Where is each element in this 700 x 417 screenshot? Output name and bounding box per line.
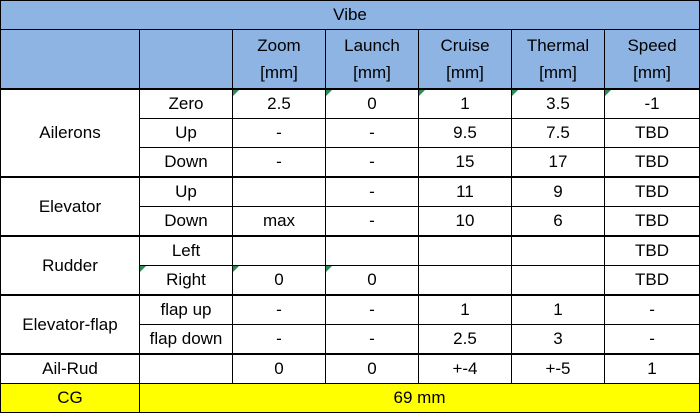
- table-cell[interactable]: -: [232, 294, 326, 325]
- header-launch[interactable]: Launch [mm]: [325, 29, 419, 90]
- sub-label[interactable]: Left: [139, 235, 233, 266]
- table-cell[interactable]: -: [603, 294, 700, 325]
- table-cell[interactable]: 3.5: [511, 88, 605, 119]
- table-cell[interactable]: 10: [418, 206, 512, 237]
- table-cell[interactable]: TBD: [603, 235, 700, 266]
- header-unit: [mm]: [353, 63, 391, 82]
- header-cell-blank[interactable]: [0, 29, 140, 90]
- table-cell[interactable]: +-5: [511, 353, 605, 384]
- group-elevator-flap[interactable]: Elevator-flap: [0, 294, 140, 355]
- comment-marker-icon: [605, 90, 611, 96]
- table-cell[interactable]: -1: [603, 88, 700, 119]
- table-cell[interactable]: -: [325, 294, 419, 325]
- header-zoom[interactable]: Zoom [mm]: [232, 29, 326, 90]
- table-cell[interactable]: 9.5: [418, 118, 512, 148]
- header-name: Zoom: [257, 36, 301, 55]
- table-cell[interactable]: max: [232, 206, 326, 237]
- table-cell[interactable]: 1: [418, 294, 512, 325]
- table-title[interactable]: Vibe: [0, 0, 700, 30]
- sub-label[interactable]: Right: [139, 265, 233, 296]
- comment-marker-icon: [326, 266, 332, 272]
- table-cell[interactable]: -: [325, 118, 419, 148]
- table-cell[interactable]: 17: [511, 147, 605, 178]
- table-cell[interactable]: 0: [325, 265, 419, 296]
- table-cell[interactable]: 0: [232, 353, 326, 384]
- comment-marker-icon: [233, 90, 239, 96]
- comment-marker-icon: [233, 266, 239, 272]
- header-cruise[interactable]: Cruise [mm]: [418, 29, 512, 90]
- table-cell[interactable]: TBD: [603, 147, 700, 178]
- group-ail-rud[interactable]: Ail-Rud: [0, 353, 140, 384]
- header-name: Thermal: [526, 36, 590, 55]
- header-unit: [mm]: [633, 63, 671, 82]
- table-cell[interactable]: 1: [418, 88, 512, 119]
- table-cell[interactable]: 15: [418, 147, 512, 178]
- header-speed[interactable]: Speed [mm]: [603, 29, 700, 90]
- table-cell[interactable]: [511, 235, 605, 266]
- table-cell[interactable]: -: [325, 324, 419, 355]
- table-cell[interactable]: -: [603, 324, 700, 355]
- table-cell[interactable]: [418, 235, 512, 266]
- table-cell[interactable]: 0: [325, 353, 419, 384]
- table-cell[interactable]: 7.5: [511, 118, 605, 148]
- table-cell[interactable]: -: [232, 147, 326, 178]
- table-cell[interactable]: 9: [511, 176, 605, 207]
- table-cell[interactable]: 2.5: [418, 324, 512, 355]
- comment-marker-icon: [419, 90, 425, 96]
- header-unit: [mm]: [539, 63, 577, 82]
- table-cell[interactable]: -: [232, 324, 326, 355]
- sub-label[interactable]: Up: [139, 118, 233, 148]
- table-cell[interactable]: 2.5: [232, 88, 326, 119]
- header-thermal[interactable]: Thermal [mm]: [511, 29, 605, 90]
- comment-marker-icon: [326, 90, 332, 96]
- group-ailerons[interactable]: Ailerons: [0, 88, 140, 178]
- sub-label[interactable]: Down: [139, 206, 233, 237]
- table-cell[interactable]: -: [325, 147, 419, 178]
- table-cell[interactable]: 6: [511, 206, 605, 237]
- comment-marker-icon: [140, 266, 146, 272]
- sub-label[interactable]: Zero: [139, 88, 233, 119]
- table-cell[interactable]: 1: [603, 353, 700, 384]
- comment-marker-icon: [512, 90, 518, 96]
- table-cell[interactable]: [232, 235, 326, 266]
- group-elevator[interactable]: Elevator: [0, 176, 140, 237]
- table-cell[interactable]: TBD: [603, 176, 700, 207]
- table-cell[interactable]: 3: [511, 324, 605, 355]
- table-cell[interactable]: [232, 176, 326, 207]
- table-cell[interactable]: [418, 265, 512, 296]
- table-cell[interactable]: 0: [325, 88, 419, 119]
- table-cell[interactable]: [325, 235, 419, 266]
- sub-label[interactable]: Down: [139, 147, 233, 178]
- header-unit: [mm]: [446, 63, 484, 82]
- sub-label[interactable]: flap up: [139, 294, 233, 325]
- cg-value[interactable]: 69 mm: [138, 383, 700, 413]
- table-cell[interactable]: [511, 265, 605, 296]
- table-cell[interactable]: -: [325, 176, 419, 207]
- sub-label[interactable]: Up: [139, 176, 233, 207]
- header-cell-blank[interactable]: [139, 29, 233, 90]
- table-cell[interactable]: 0: [232, 265, 326, 296]
- table-cell[interactable]: TBD: [603, 118, 700, 148]
- header-name: Cruise: [440, 36, 490, 55]
- table-cell[interactable]: TBD: [603, 206, 700, 237]
- header-name: Launch: [344, 36, 400, 55]
- table-cell[interactable]: 1: [511, 294, 605, 325]
- table-cell[interactable]: -: [325, 206, 419, 237]
- sub-label[interactable]: [139, 353, 233, 384]
- table-cell[interactable]: +-4: [418, 353, 512, 384]
- sub-label[interactable]: flap down: [139, 324, 233, 355]
- header-name: Speed: [627, 36, 677, 55]
- header-unit: [mm]: [260, 63, 298, 82]
- table-cell[interactable]: 11: [418, 176, 512, 207]
- table-cell[interactable]: -: [232, 118, 326, 148]
- table-cell[interactable]: TBD: [603, 265, 700, 296]
- group-rudder[interactable]: Rudder: [0, 235, 140, 296]
- cg-label[interactable]: CG: [0, 383, 140, 413]
